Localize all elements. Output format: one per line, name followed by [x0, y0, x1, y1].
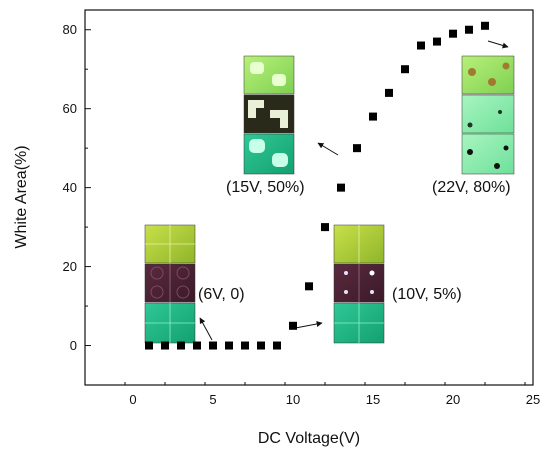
data-point	[145, 341, 153, 350]
annotation-arrow-22v	[487, 40, 509, 49]
micrograph-inset-15v	[243, 55, 295, 175]
data-point	[401, 65, 409, 74]
data-point	[209, 341, 217, 350]
micrograph-inset-6v	[144, 224, 196, 344]
annotation-10v: (10V, 5%)	[392, 286, 462, 303]
x-axis-title: DC Voltage(V)	[258, 430, 360, 447]
data-point	[193, 341, 201, 350]
annotation-22v: (22V, 80%)	[432, 179, 511, 196]
x-tick-label: 15	[366, 392, 380, 407]
data-point	[417, 41, 425, 50]
data-point	[305, 282, 313, 291]
data-point	[241, 341, 249, 350]
data-point	[321, 223, 329, 232]
annotation-6v: (6V, 0)	[198, 286, 245, 303]
y-tick-label: 60	[63, 101, 77, 116]
data-point	[257, 341, 265, 350]
x-tick-label: 5	[209, 392, 216, 407]
data-point	[177, 341, 185, 350]
data-point	[449, 29, 457, 38]
y-axis-title: White Area(%)	[13, 145, 30, 248]
y-tick-label: 80	[63, 22, 77, 37]
plot-frame	[84, 9, 534, 386]
data-point	[385, 88, 393, 97]
data-point	[353, 144, 361, 153]
y-tick-label: 20	[63, 259, 77, 274]
y-tick-label: 40	[63, 180, 77, 195]
annotation-arrow-15v	[317, 142, 339, 156]
data-point	[433, 37, 441, 46]
x-tick-label: 10	[286, 392, 300, 407]
data-point	[289, 321, 297, 330]
x-tick-label: 0	[129, 392, 136, 407]
data-point	[161, 341, 169, 350]
micrograph-inset-22v	[461, 55, 515, 175]
data-points	[145, 21, 489, 350]
data-point	[337, 183, 345, 192]
x-tick-label: 20	[446, 392, 460, 407]
x-tick-label: 25	[526, 392, 540, 407]
data-point	[481, 21, 489, 30]
annotation-15v: (15V, 50%)	[226, 179, 305, 196]
annotation-arrow-6v	[199, 317, 213, 341]
y-tick-label: 0	[70, 338, 77, 353]
data-point	[465, 25, 473, 34]
axis-tick-labels: 0 5 10 15 20 25 0 20 40 60 80	[63, 22, 541, 407]
axis-ticks	[85, 29, 526, 385]
data-point	[273, 341, 281, 350]
data-point	[225, 341, 233, 350]
data-point	[369, 112, 377, 121]
micrograph-inset-10v	[333, 224, 385, 344]
